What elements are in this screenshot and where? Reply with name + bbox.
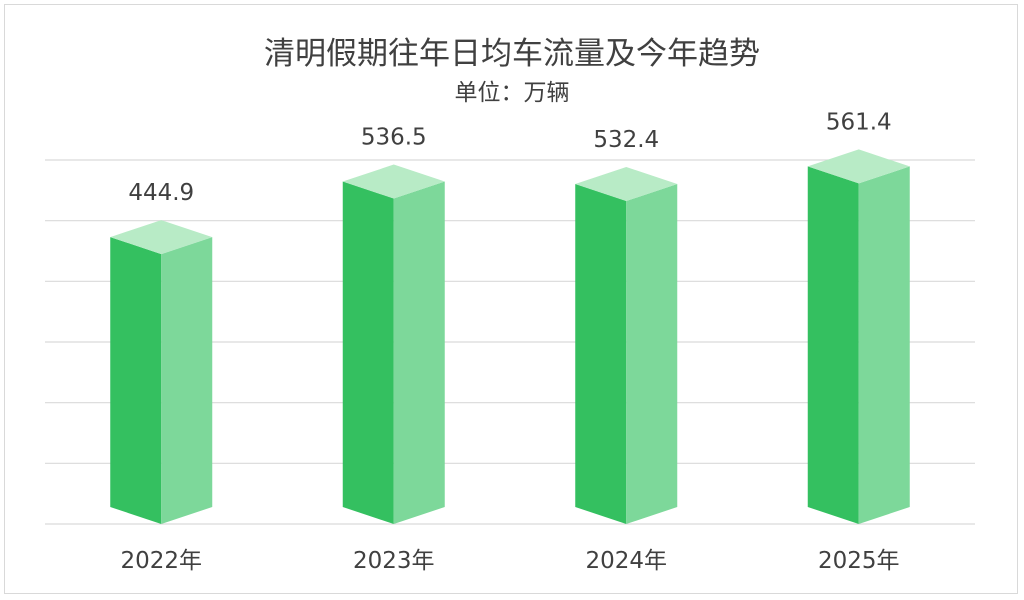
x-tick-label: 2025年 [818, 548, 900, 574]
value-labels: 444.9 536.5 532.4 561.4 [128, 109, 891, 206]
bar [110, 220, 213, 524]
data-label: 561.4 [826, 109, 892, 135]
data-label: 444.9 [128, 180, 194, 206]
bar-side-face [161, 237, 213, 524]
bar-side-face [626, 184, 678, 524]
bar [342, 164, 445, 525]
bar-front-face [110, 237, 162, 524]
data-label: 536.5 [361, 125, 427, 151]
chart-title: 清明假期往年日均车流量及今年趋势 [264, 36, 760, 72]
bar-series [110, 149, 910, 525]
bar-front-face [342, 181, 394, 525]
bar-top-face [342, 164, 445, 199]
bar [807, 149, 910, 524]
bar-top-face [807, 149, 910, 184]
x-tick-label: 2024年 [585, 548, 667, 574]
bar-front-face [807, 166, 859, 524]
bar [575, 167, 678, 524]
x-tick-labels: 2022年 2023年 2024年 2025年 [120, 548, 899, 574]
bar-side-face [858, 166, 910, 524]
bar-top-face [575, 167, 678, 202]
bar-side-face [393, 181, 445, 525]
data-label: 532.4 [593, 127, 659, 153]
x-tick-label: 2023年 [353, 548, 435, 574]
chart-subtitle: 单位：万辆 [454, 80, 570, 106]
x-tick-label: 2022年 [120, 548, 202, 574]
bar-front-face [575, 184, 627, 524]
bar-top-face [110, 220, 213, 255]
